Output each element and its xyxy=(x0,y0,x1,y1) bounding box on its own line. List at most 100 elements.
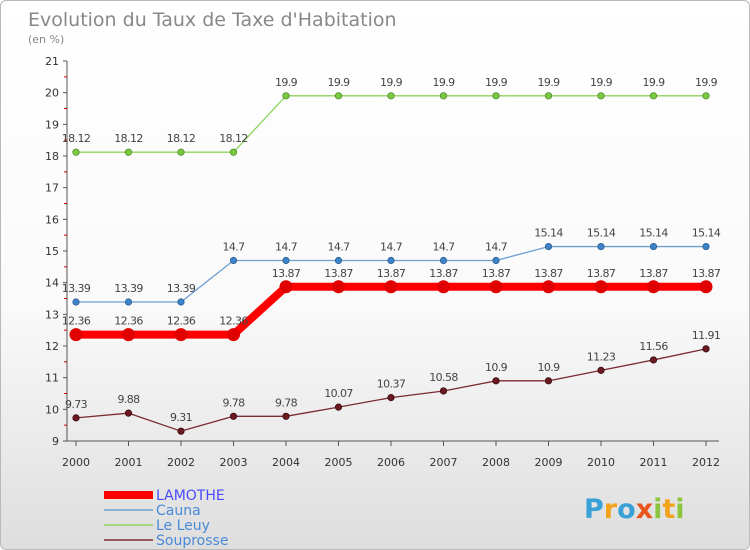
y-tick-label: 13 xyxy=(45,308,59,321)
data-label-le-leuy: 19.9 xyxy=(642,76,665,89)
data-label-souprosse: 9.73 xyxy=(65,398,88,411)
data-point-souprosse xyxy=(649,356,658,364)
logo-letter: t xyxy=(662,494,675,525)
data-point-souprosse xyxy=(387,394,395,402)
data-label-cauna: 15.14 xyxy=(639,227,668,240)
logo-letter: P xyxy=(584,494,604,525)
data-point-le-leuy xyxy=(72,148,80,156)
x-tick-label: 2007 xyxy=(430,456,458,469)
logo-letter: r xyxy=(604,494,618,525)
data-point-le-leuy xyxy=(492,92,500,100)
data-point-lamothe xyxy=(69,328,83,342)
data-point-lamothe xyxy=(332,280,345,294)
data-point-cauna xyxy=(177,298,185,306)
data-label-lamothe: 13.87 xyxy=(692,267,721,280)
data-label-souprosse: 10.37 xyxy=(377,378,406,391)
y-tick-label: 20 xyxy=(45,87,59,100)
data-point-le-leuy xyxy=(124,148,133,156)
data-label-cauna: 13.39 xyxy=(114,282,143,295)
x-tick-label: 2011 xyxy=(640,456,668,469)
data-point-le-leuy xyxy=(649,92,658,100)
data-point-souprosse xyxy=(229,412,238,420)
x-tick-label: 2000 xyxy=(62,456,90,469)
x-tick-label: 2012 xyxy=(692,456,720,469)
data-label-le-leuy: 19.9 xyxy=(485,76,508,89)
data-label-le-leuy: 19.9 xyxy=(380,76,403,89)
data-label-le-leuy: 18.12 xyxy=(167,132,196,145)
logo-letter: x xyxy=(636,494,653,525)
data-label-cauna: 14.7 xyxy=(222,241,245,254)
data-label-lamothe: 13.87 xyxy=(587,267,616,280)
legend-label-cauna: Cauna xyxy=(156,503,201,519)
data-point-lamothe xyxy=(122,328,135,342)
data-label-souprosse: 9.78 xyxy=(275,396,298,409)
logo-letter: o xyxy=(617,494,636,525)
proxiti-logo: Proxiti xyxy=(584,494,685,525)
axes: 9 10 11 12 13 14 15 16 17 18 19 20 21 2000 2001 2002 200… xyxy=(45,55,720,469)
data-label-le-leuy: 19.9 xyxy=(695,76,718,89)
x-tick-label: 2009 xyxy=(535,456,563,469)
x-tick-label: 2006 xyxy=(377,456,405,469)
data-label-le-leuy: 19.9 xyxy=(275,76,298,89)
data-point-souprosse xyxy=(177,427,185,435)
data-label-cauna: 14.7 xyxy=(432,241,455,254)
data-point-le-leuy xyxy=(439,92,448,100)
legend-label-le-leuy: Le Leuy xyxy=(156,518,210,534)
data-label-lamothe: 13.87 xyxy=(482,267,511,280)
data-point-le-leuy xyxy=(387,92,395,100)
data-label-lamothe: 13.87 xyxy=(377,267,406,280)
legend-label-souprosse: Souprosse xyxy=(156,533,228,549)
data-point-cauna xyxy=(72,298,80,306)
data-point-cauna xyxy=(334,256,343,265)
data-point-lamothe xyxy=(437,280,450,294)
data-point-cauna xyxy=(229,256,238,265)
data-point-le-leuy xyxy=(177,148,185,156)
data-point-cauna xyxy=(282,256,290,265)
data-label-lamothe: 13.87 xyxy=(272,267,301,280)
y-tick-label: 10 xyxy=(45,403,59,416)
logo-letter: i xyxy=(653,494,662,525)
chart-subtitle: (en %) xyxy=(28,33,64,46)
data-label-lamothe: 13.87 xyxy=(324,267,353,280)
data-label-souprosse: 10.07 xyxy=(324,387,353,400)
data-point-souprosse xyxy=(597,366,605,374)
data-point-cauna xyxy=(649,242,658,251)
data-label-cauna: 15.14 xyxy=(534,227,563,240)
logo-letter: i xyxy=(675,494,684,525)
data-point-souprosse xyxy=(72,414,80,422)
y-tick-label: 9 xyxy=(52,435,59,448)
data-label-lamothe: 12.36 xyxy=(62,315,91,328)
data-label-souprosse: 10.58 xyxy=(429,371,458,384)
data-point-souprosse xyxy=(492,377,500,385)
x-tick-label: 2005 xyxy=(325,456,353,469)
data-label-souprosse: 10.9 xyxy=(485,361,508,374)
data-label-souprosse: 11.23 xyxy=(587,350,616,363)
data-point-le-leuy xyxy=(597,92,605,100)
data-point-cauna xyxy=(544,242,553,251)
data-point-le-leuy xyxy=(282,92,290,100)
data-point-cauna xyxy=(597,242,605,251)
data-labels: 18.12 18.12 18.12 18.12 19.9 19.9 19.9 19.9 19.9… xyxy=(62,76,722,424)
data-label-souprosse: 11.56 xyxy=(639,340,668,353)
y-tick-label: 15 xyxy=(45,245,59,258)
data-label-cauna: 15.14 xyxy=(587,227,616,240)
data-point-lamothe xyxy=(542,280,555,294)
chart-title: Evolution du Taux de Taxe d'Habitation xyxy=(28,9,397,31)
data-label-lamothe: 12.36 xyxy=(114,315,143,328)
x-tick-label: 2008 xyxy=(482,456,510,469)
data-point-lamothe xyxy=(647,280,660,294)
data-label-le-leuy: 18.12 xyxy=(114,132,143,145)
data-point-le-leuy xyxy=(702,92,710,100)
x-tick-label: 2004 xyxy=(272,456,300,469)
x-tick-label: 2010 xyxy=(587,456,615,469)
data-label-souprosse: 10.9 xyxy=(537,361,560,374)
data-label-cauna: 14.7 xyxy=(485,241,508,254)
data-label-cauna: 14.7 xyxy=(327,241,350,254)
data-point-lamothe xyxy=(174,328,188,342)
data-label-lamothe: 13.87 xyxy=(639,267,668,280)
y-tick-label: 19 xyxy=(45,118,59,131)
data-point-lamothe xyxy=(594,280,608,294)
y-tick-label: 17 xyxy=(45,182,59,195)
